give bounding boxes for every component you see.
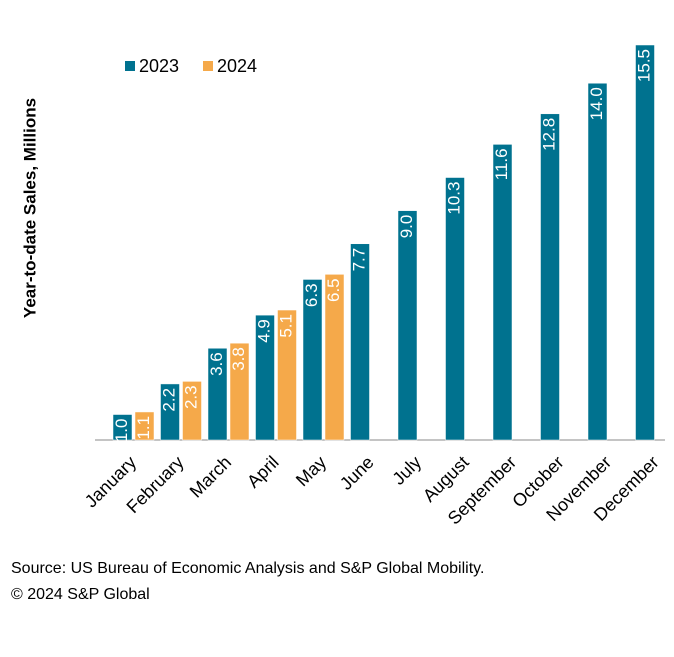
bar (324, 274, 345, 441)
bar (112, 414, 133, 441)
bar (277, 309, 297, 441)
legend-swatch (203, 61, 213, 71)
bar (302, 279, 323, 441)
bar (229, 342, 250, 441)
bar (255, 314, 275, 441)
value-label: 10.3 (444, 182, 463, 215)
bar (182, 381, 202, 441)
bar (492, 144, 513, 441)
chart: Year-to-date Sales, Millions 2023 2024 1.0… (20, 44, 665, 528)
value-label: 5.1 (276, 314, 295, 338)
value-label: 2.3 (181, 385, 200, 409)
value-label: 1.1 (134, 416, 153, 440)
bar (134, 411, 155, 441)
value-label: 3.6 (207, 352, 226, 376)
value-label: 3.8 (229, 347, 248, 371)
bar (445, 177, 465, 441)
x-tick-label: July (388, 452, 425, 489)
value-label: 12.8 (539, 118, 558, 151)
bar (540, 113, 560, 441)
value-label: 6.3 (302, 283, 321, 307)
copyright: © 2024 S&P Global (11, 586, 150, 603)
bar (635, 44, 655, 441)
bar (160, 383, 180, 441)
y-axis-title: Year-to-date Sales, Millions (20, 98, 39, 318)
value-label: 2.2 (159, 388, 178, 412)
x-tick-label: May (292, 452, 330, 490)
x-tick-label: March (186, 452, 236, 502)
value-label: 9.0 (397, 215, 416, 239)
bar (207, 348, 228, 441)
legend-label: 2023 (139, 56, 179, 76)
value-label: 11.6 (492, 148, 511, 180)
value-label: 4.9 (254, 319, 273, 343)
x-tick-label: April (243, 452, 283, 492)
bar (397, 210, 418, 441)
value-label: 7.7 (349, 248, 368, 272)
value-label: 14.0 (587, 87, 606, 120)
value-label: 15.5 (634, 49, 653, 82)
legend-label: 2024 (217, 56, 257, 76)
legend-swatch (125, 61, 135, 71)
source: Source: US Bureau of Economic Analysis a… (11, 560, 485, 577)
bar (350, 243, 370, 441)
value-label: 1.0 (112, 419, 131, 443)
bar (587, 82, 608, 441)
x-tick-label: June (336, 452, 378, 494)
value-label: 6.5 (324, 278, 343, 302)
